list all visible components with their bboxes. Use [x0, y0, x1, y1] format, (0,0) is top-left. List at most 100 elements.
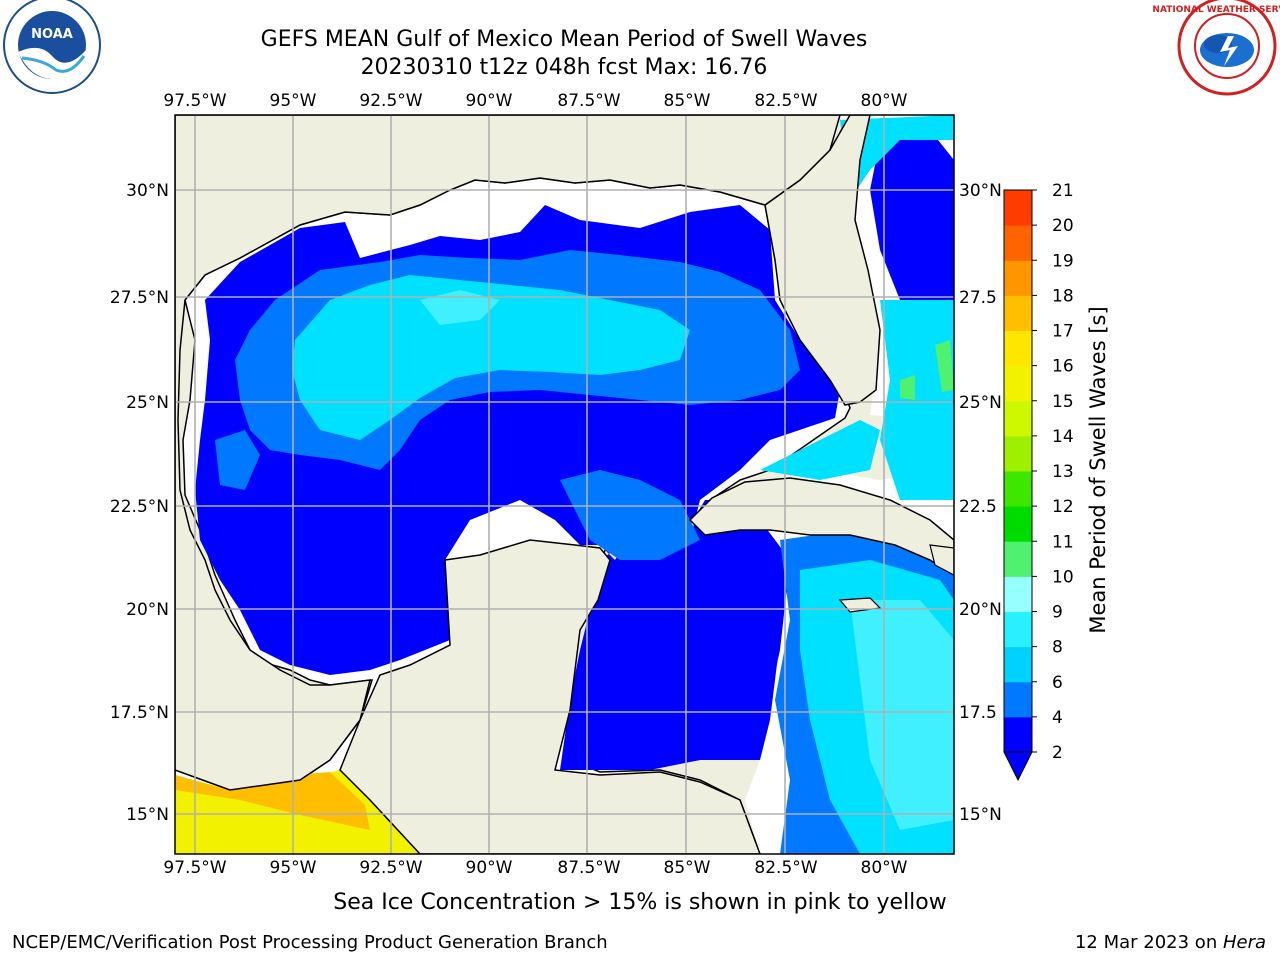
colorbar-segment — [1004, 365, 1032, 402]
colorbar-segment — [1004, 541, 1032, 577]
lat-label: 22.5 — [959, 497, 997, 517]
footer-date-text: 12 Mar 2023 on — [1074, 932, 1223, 953]
atlantic-blue — [870, 130, 954, 300]
colorbar-segment — [1004, 295, 1032, 331]
map-subtitle: 20230310 t12z 048h fcst Max: 16.76 — [360, 55, 768, 80]
colorbar-tick-label: 14 — [1052, 427, 1074, 447]
lat-label: 17.5 — [959, 703, 997, 723]
lat-label: 15°N — [126, 805, 169, 825]
mexico-west — [175, 115, 841, 791]
colorbar-tick-label: 2 — [1052, 743, 1063, 763]
footer-date: 12 Mar 2023 on Hera — [1075, 932, 1266, 953]
map-frame — [174, 114, 955, 855]
colorbar-tick-label: 10 — [1052, 567, 1074, 587]
colorbar-tick-label: 13 — [1052, 462, 1074, 482]
cuba — [688, 477, 954, 576]
colorbar-tick-label: 18 — [1052, 286, 1074, 306]
caribbean-light — [850, 600, 954, 830]
colorbar-tick-label: 4 — [1052, 708, 1063, 728]
lon-label: 85°W — [664, 91, 711, 111]
colorbar-tick-label: 15 — [1052, 392, 1074, 412]
footer-credit: NCEP/EMC/Verification Post Processing Pr… — [12, 932, 608, 953]
lon-label: 80°W — [861, 91, 908, 111]
lat-label: 20°N — [959, 600, 1002, 620]
lon-label: 80°W — [861, 858, 908, 878]
lon-label: 95°W — [270, 91, 317, 111]
lat-label: 30°N — [959, 181, 1002, 201]
lat-label: 22.5°N — [110, 497, 169, 517]
lon-labels-bottom: 97.5°W 95°W 92.5°W 90°W 87.5°W 85°W 82.5… — [163, 858, 907, 878]
colorbar-tick-label: 19 — [1052, 251, 1074, 271]
colorbar-tick-label: 20 — [1052, 216, 1074, 236]
colorbar-tick-label: 17 — [1052, 322, 1074, 342]
colorbar-label: Mean Period of Swell Waves [s] — [1086, 306, 1110, 634]
lon-label: 90°W — [466, 858, 513, 878]
noaa-logo: NOAA — [3, 0, 101, 94]
florida-peninsula — [764, 115, 881, 406]
colorbar-tick-label: 12 — [1052, 497, 1074, 517]
atlantic-cyan — [840, 115, 954, 200]
atlantic-cyan-b — [880, 300, 954, 500]
florida-straits-cyan — [760, 420, 880, 480]
pacific-orange — [175, 772, 370, 830]
swell-contour-medium-blue-c — [215, 430, 260, 490]
colorbar-segment — [1004, 611, 1032, 648]
colorbar-segment — [1004, 471, 1032, 507]
colorbar: 2 4 6 8 9 10 11 12 13 14 15 16 17 18 19 20 21 — [1003, 181, 1074, 782]
colorbar-segment — [1004, 576, 1032, 612]
colorbar-tick-label: 16 — [1052, 357, 1074, 377]
colorbar-tick-label: 11 — [1052, 532, 1074, 552]
colorbar-segment — [1004, 435, 1032, 472]
lon-label: 85°W — [664, 858, 711, 878]
lon-label: 92.5°W — [359, 91, 422, 111]
lon-labels-top: 97.5°W 95°W 92.5°W 90°W 87.5°W 85°W 82.5… — [163, 91, 907, 111]
caribbean-blue — [590, 530, 790, 770]
map-plot — [175, 115, 954, 854]
lat-labels-left: 30°N 27.5°N 25°N 22.5°N 20°N 17.5°N 15°N — [110, 181, 169, 825]
lon-label: 97.5°W — [163, 91, 226, 111]
colorbar-segment — [1004, 190, 1032, 226]
colorbar-tick-label: 6 — [1052, 673, 1063, 693]
sea-ice-note: Sea Ice Concentration > 15% is shown in … — [333, 890, 947, 915]
lat-label: 15°N — [959, 805, 1002, 825]
colorbar-extend-arrow — [1003, 751, 1033, 782]
lon-label: 97.5°W — [163, 858, 226, 878]
colorbar-segment — [1004, 260, 1032, 296]
lon-label: 82.5°W — [754, 858, 817, 878]
atlantic-green — [935, 340, 954, 392]
lon-label: 90°W — [466, 91, 513, 111]
colorbar-segment — [1004, 400, 1032, 437]
footer-host: Hera — [1222, 932, 1266, 953]
lat-label: 20°N — [126, 600, 169, 620]
colorbar-segment — [1004, 330, 1032, 367]
colorbar-segment — [1004, 225, 1032, 261]
lon-label: 82.5°W — [754, 91, 817, 111]
map-title: GEFS MEAN Gulf of Mexico Mean Period of … — [260, 27, 868, 52]
lat-label: 30°N — [126, 181, 169, 201]
colorbar-tick-label: 9 — [1052, 603, 1063, 623]
hispaniola — [929, 544, 954, 576]
atlantic-green-b — [900, 375, 915, 400]
colorbar-tick-label: 21 — [1052, 181, 1074, 201]
swell-contour-cyan-b — [420, 290, 500, 325]
colorbar-tick-label: 8 — [1052, 638, 1063, 658]
lon-label: 92.5°W — [359, 858, 422, 878]
lat-label: 17.5°N — [110, 703, 169, 723]
swell-contour-medium-blue-b — [560, 470, 700, 560]
lon-label: 87.5°W — [557, 91, 620, 111]
svg-text:NOAA: NOAA — [31, 27, 73, 42]
lon-label: 87.5°W — [557, 858, 620, 878]
lat-label: 25°N — [959, 393, 1002, 413]
lat-label: 27.5 — [959, 288, 997, 308]
colorbar-segment — [1004, 716, 1032, 753]
colorbar-segment — [1004, 681, 1032, 718]
lat-label: 25°N — [126, 393, 169, 413]
lat-label: 27.5°N — [110, 288, 169, 308]
colorbar-segment — [1004, 646, 1032, 683]
lon-label: 95°W — [270, 858, 317, 878]
svg-text:NATIONAL WEATHER SERVICE: NATIONAL WEATHER SERVICE — [1152, 5, 1280, 15]
lat-labels-right: 30°N 27.5 25°N 22.5 20°N 17.5 15°N — [959, 181, 1002, 825]
graticule — [175, 115, 954, 854]
nws-logo: NATIONAL WEATHER SERVICE — [1152, 0, 1280, 96]
